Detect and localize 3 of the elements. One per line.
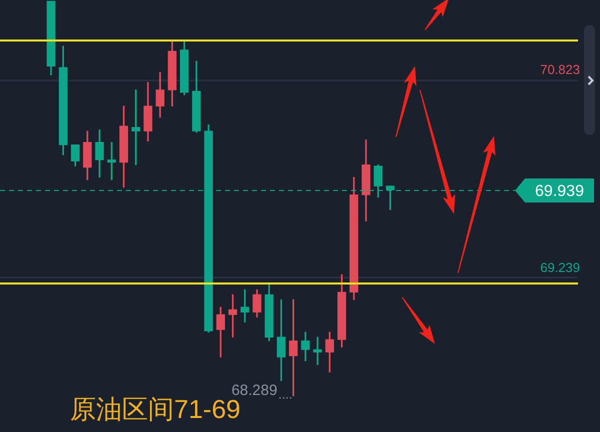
y-tick-label: 70.823: [540, 62, 580, 78]
ref-line-label: 69.939: [535, 182, 584, 200]
y-tick-label: 69.239: [540, 260, 580, 275]
